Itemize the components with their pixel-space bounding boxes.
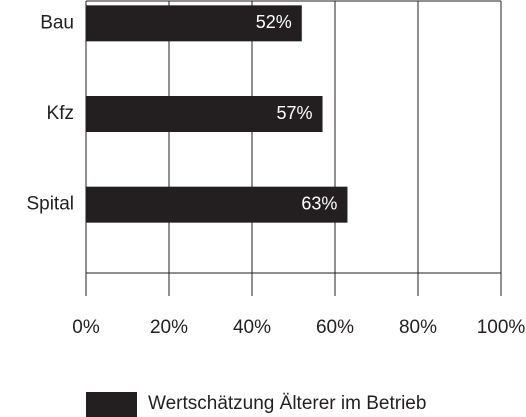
x-tick-label: 40% (233, 317, 271, 338)
x-tick-label: 100% (477, 317, 526, 338)
data-label: 57% (277, 103, 313, 123)
bar (86, 5, 302, 42)
legend-swatch (86, 392, 137, 417)
x-tick-label: 80% (399, 317, 437, 338)
data-label: 52% (256, 12, 292, 32)
x-tick-label: 60% (316, 317, 354, 338)
x-tick-label: 20% (150, 317, 188, 338)
bar (86, 186, 348, 223)
y-tick-label: Spital (26, 194, 74, 215)
y-tick-label: Kfz (47, 103, 74, 124)
x-tick-label: 0% (72, 317, 100, 338)
data-label: 63% (301, 193, 337, 213)
legend-label: Wertschätzung Älterer im Betrieb (148, 393, 426, 414)
bar (86, 96, 323, 132)
y-tick-label: Bau (40, 12, 74, 33)
